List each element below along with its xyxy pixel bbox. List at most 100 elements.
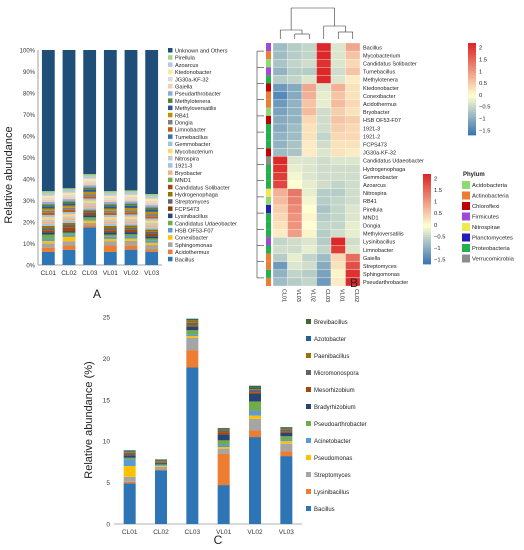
- chart-b-heatmap-cell: [316, 180, 332, 189]
- chart-b-color-scale-step: [468, 100, 476, 104]
- chart-b-heatmap-cell: [316, 196, 332, 206]
- chart-c-bar-segment: [186, 336, 199, 338]
- chart-b-phylum-legend-label: Acidobacteria: [472, 183, 508, 189]
- chart-b-phylum-cell: [266, 51, 271, 60]
- chart-a-bar-segment: [124, 236, 138, 239]
- chart-a-bar-segment: [62, 227, 76, 232]
- chart-b-heatmap-cell: [316, 156, 332, 165]
- chart-c-bar-segment: [217, 448, 230, 454]
- chart-b-color-scale-step: [468, 66, 476, 69]
- chart-b-heatmap-cell: [330, 91, 346, 100]
- chart-c-legend-label: Acinetobacter: [314, 439, 351, 445]
- chart-b-heatmap-cell: [345, 83, 361, 92]
- chart-c-ylabel: Relative abundance (%): [83, 361, 95, 478]
- chart-b-row-label: FCPS473: [363, 143, 387, 149]
- chart-b-heatmap-cell: [316, 269, 332, 279]
- chart-b-color-scale-tick: 0: [434, 223, 437, 229]
- chart-a-bar-segment: [62, 205, 76, 208]
- chart-b-phylum-legend: Phylum Acidobacteria Actinobacteria Chlorof…: [462, 172, 515, 263]
- chart-b-phylum-legend-swatch: [462, 181, 470, 189]
- chart-a-bar-segment: [83, 187, 97, 190]
- chart-b-heatmap-cell: [330, 196, 346, 206]
- chart-b-color-scale-tick: 2: [479, 46, 482, 52]
- chart-a-bar-segment: [103, 241, 117, 246]
- chart-c-bars: [123, 318, 293, 524]
- chart-a-bar-segment: [124, 192, 138, 195]
- chart-b-phylum-cell: [266, 229, 271, 238]
- chart-b-heatmap-cell: [272, 91, 288, 100]
- chart-a-y-tick-label: 70%: [23, 113, 36, 119]
- chart-b-heatmap-cell: [330, 253, 346, 262]
- chart-b-heatmap-cell: [316, 204, 332, 214]
- chart-c-y-tick-label: 0: [106, 522, 110, 529]
- chart-b-heatmap-cell: [287, 99, 303, 108]
- chart-a-y-tick-label: 50%: [23, 156, 36, 162]
- chart-a-bar-segment: [124, 196, 138, 200]
- chart-b-phylum-cell: [266, 132, 271, 141]
- chart-b-color-scale-step: [468, 54, 476, 58]
- chart-a-bar-segment: [124, 227, 138, 230]
- chart-b-heatmap-cell: [301, 277, 317, 287]
- chart-b-heatmap-cell: [330, 67, 346, 76]
- chart-c-bar-segment: [217, 453, 230, 486]
- chart-a-bar-segment: [83, 50, 97, 175]
- chart-b-heatmap-cell: [330, 123, 346, 133]
- chart-b-phylum-cell: [266, 107, 271, 116]
- chart-b-heatmap-cell: [272, 261, 288, 270]
- chart-b-color-scale-step: [468, 121, 476, 124]
- chart-b-color-scale-step: [423, 205, 431, 209]
- chart-b-color-scale-step: [468, 95, 476, 99]
- chart-b-heatmap-cell: [272, 277, 288, 287]
- chart-a-bar-segment: [124, 225, 138, 228]
- chart-b-heatmap-cell: [345, 277, 361, 287]
- chart-a-bar-segment: [145, 218, 159, 221]
- chart-b-heatmap-cell: [287, 196, 303, 206]
- chart-c-bar-segment: [280, 427, 293, 429]
- chart-b-heatmap-cell: [287, 83, 303, 92]
- chart-c-bar-segment: [123, 451, 136, 452]
- chart-b-heatmap-cell: [287, 221, 303, 230]
- chart-c-bar-segment: [186, 350, 199, 368]
- chart-b-color-scale-step: [468, 77, 476, 81]
- chart-b-heatmap-cell: [316, 172, 332, 181]
- chart-a-bar-segment: [41, 204, 55, 207]
- chart-a-bar-segment: [103, 228, 117, 231]
- chart-b-heatmap-cell: [345, 172, 361, 181]
- chart-a-bar-segment: [62, 203, 76, 206]
- chart-a-bar-segment: [124, 212, 138, 215]
- chart-a-bar-segment: [83, 210, 97, 213]
- chart-a-bar-segment: [83, 220, 97, 223]
- chart-c-bar-segment: [249, 389, 261, 390]
- chart-b-row-label: MND1: [363, 215, 379, 221]
- chart-a-bar-segment: [41, 247, 55, 252]
- chart-a-bar-segment: [145, 207, 159, 210]
- chart-b-heatmap-cell: [330, 204, 346, 214]
- chart-b-phylum-legend-label: Planctomycetes: [472, 236, 513, 242]
- chart-a-bar-segment: [145, 222, 159, 226]
- chart-b-heatmap-cell: [330, 237, 346, 246]
- chart-a-legend-label: MND1: [175, 178, 191, 184]
- chart-c-x-tick-label: CL03: [185, 529, 201, 536]
- chart-b-heatmap-cell: [345, 59, 361, 68]
- chart-b-color-scale-step: [423, 189, 431, 193]
- chart-b-row-label: JG30a-KF-32: [363, 151, 396, 157]
- chart-a-bar-segment: [41, 225, 55, 229]
- chart-a-x-tick-label: VL03: [144, 270, 160, 277]
- chart-c-x-tick-label: CL02: [153, 529, 169, 536]
- chart-c-y-tick-label: 20: [103, 356, 111, 363]
- chart-c-bar-segment: [217, 440, 230, 445]
- chart-b-heatmap-cell: [287, 229, 303, 238]
- chart-b-row-label: Gemmobacter: [363, 175, 398, 181]
- chart-b-heatmap-cell: [330, 50, 346, 60]
- chart-a-bar-segment: [41, 193, 55, 196]
- chart-b-color-scale-step: [468, 43, 476, 46]
- chart-b-phylum-cell: [266, 221, 271, 230]
- chart-b-row-label: Bryobacter: [363, 110, 390, 116]
- chart-b-color-scale-step: [468, 107, 476, 111]
- chart-b-color-scale-step: [423, 246, 431, 249]
- chart-b-color-scale-step: [423, 178, 431, 182]
- chart-c-legend-label: Lysinibacillus: [314, 490, 349, 496]
- chart-b-heatmap-cell: [272, 50, 288, 60]
- chart-c-legend-label: Bradyrhizobium: [314, 405, 356, 411]
- chart-b-heatmap-cell: [301, 123, 317, 133]
